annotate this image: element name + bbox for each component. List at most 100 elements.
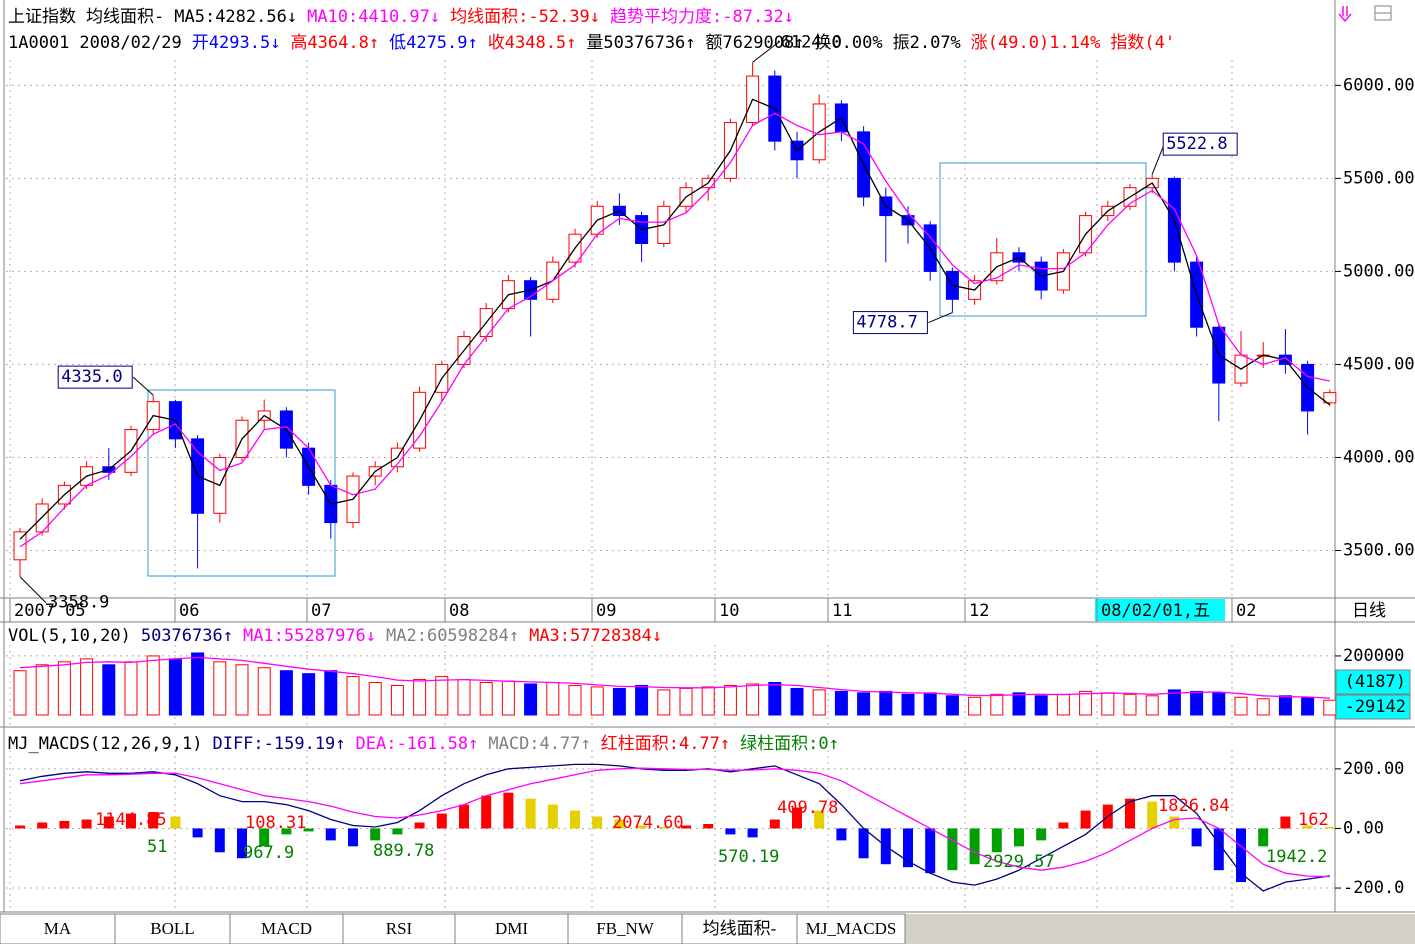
header-item: 均线面积- — [86, 7, 164, 27]
tab-background — [114, 913, 231, 944]
price-annotation: 6124.0 — [781, 32, 842, 52]
x-tick-label: 12 — [969, 601, 989, 621]
macd-area-label: 570.19 — [718, 847, 779, 867]
x-tick-label: 10 — [719, 601, 739, 621]
macd-area-label: 162 — [1298, 810, 1329, 830]
annotation-box — [57, 365, 133, 389]
x-tick-label: 08/02/01,五 — [1101, 601, 1210, 621]
header-item: 趋势平均力度:-87.32↓ — [610, 7, 794, 27]
volume-bar — [302, 673, 316, 716]
x-tick-label: 2007 05 — [14, 601, 86, 621]
volume-bar — [701, 686, 715, 716]
volume-bar — [590, 686, 604, 716]
volume-bar — [546, 682, 560, 716]
macd-bar — [614, 819, 625, 829]
header-item: MA10:4410.97↓ — [307, 7, 440, 27]
ma10-line — [19, 112, 1330, 548]
volume-bar — [1301, 696, 1315, 716]
volume-bar — [1234, 696, 1248, 716]
volume-bar — [923, 692, 937, 716]
volume-bar — [390, 684, 404, 716]
volume-bar — [213, 661, 227, 716]
tab-label: BOLL — [150, 919, 194, 938]
readout-box — [1335, 669, 1411, 695]
macd-bar — [303, 828, 314, 832]
macd-area-label: 2929.57 — [983, 852, 1055, 872]
y-tick-label: 200000 — [1343, 646, 1404, 666]
tab-background — [0, 913, 116, 944]
volume-bar — [124, 661, 138, 716]
volume-bar — [1212, 692, 1226, 716]
volume-bar — [857, 692, 871, 716]
volume-bar — [790, 687, 804, 716]
volume-bar — [57, 661, 71, 716]
tab[interactable]: DMI — [454, 913, 569, 944]
window-icon[interactable] — [1374, 5, 1392, 21]
x-tick-label: 11 — [832, 601, 852, 621]
macd-area-label: 2074.60 — [612, 813, 684, 833]
tab-bar: MA BOLL MACD RSI DMI FB_NW 均线面积- MJ_MACDS — [0, 913, 906, 944]
x-tick-label: 02 — [1236, 601, 1256, 621]
tab[interactable]: MA — [0, 913, 116, 944]
price-annotation: 3358.9 — [48, 593, 109, 613]
header-item: 开4293.5↓ — [192, 33, 281, 53]
volume-bar — [990, 693, 1004, 716]
price-annotation: 4335.0 — [61, 367, 122, 387]
header-line: 上证指数 均线面积- MA5:4282.56↓ MA10:4410.97↓ 均线面积:-… — [8, 7, 794, 27]
y-tick-label: 5500.00 — [1343, 168, 1415, 188]
header-item: DEA:-161.58↑ — [356, 734, 479, 754]
volume-bar — [679, 687, 693, 716]
volume-bar — [279, 670, 293, 716]
macd-bar — [636, 825, 647, 829]
x-tick-label: 07 — [311, 601, 331, 621]
y-tick-label: 200.00 — [1343, 759, 1404, 779]
volume-bar — [1190, 690, 1204, 716]
tab[interactable]: BOLL — [114, 913, 231, 944]
volume-bar — [257, 667, 271, 716]
macd-bar — [1014, 828, 1024, 847]
macd-bar — [81, 819, 92, 829]
tab[interactable]: FB_NW — [567, 913, 683, 944]
volume-bar — [1012, 692, 1026, 716]
macd-bar — [1080, 810, 1091, 829]
macd-bar — [1258, 828, 1269, 847]
volume-bar — [945, 695, 959, 716]
macd-bar — [237, 828, 247, 859]
volume-bar — [1167, 689, 1181, 716]
header-item: 额7629008↑ — [706, 33, 805, 53]
header-item: 均线面积:-52.39↓ — [450, 7, 600, 27]
annotation-leader — [132, 376, 154, 396]
macd-bar — [903, 828, 913, 868]
y-tick-label: 6000.00 — [1343, 75, 1415, 95]
volume-bar — [413, 679, 427, 716]
volume-bar — [479, 682, 493, 716]
header-item: MACD:4.77↑ — [488, 734, 590, 754]
annotation-leader — [19, 576, 47, 604]
tab[interactable]: MJ_MACDS — [796, 913, 906, 944]
tab[interactable]: 均线面积- — [681, 913, 798, 944]
macd-bar — [525, 798, 536, 829]
tab[interactable]: RSI — [342, 913, 456, 944]
macd-area-label: 1144.85 — [95, 810, 167, 830]
header-item: 换0.00% — [814, 33, 882, 53]
tab[interactable]: MACD — [229, 913, 344, 944]
macd-bar — [703, 823, 714, 829]
scroll-icon[interactable] — [1338, 6, 1352, 23]
macd-bar — [325, 828, 336, 841]
header-item: MA1:55287976↓ — [243, 626, 376, 646]
macd-bar — [1302, 825, 1313, 829]
macd-area-label: 409.78 — [777, 798, 838, 818]
volume-bar — [657, 689, 671, 716]
header-item: MA2:60598284↑ — [386, 626, 519, 646]
x-tick-label: 09 — [596, 601, 616, 621]
macd-area-label: 967.9 — [243, 843, 294, 863]
header-line: 1A0001 2008/02/29 开4293.5↓ 高4364.8↑ 低4275.9↑… — [8, 33, 1175, 53]
macd-bar — [170, 816, 181, 829]
volume-bar — [746, 683, 760, 716]
header-line: VOL(5,10,20) 50376736↑ MA1:55287976↓ MA2:60… — [8, 626, 662, 646]
tab-background — [796, 913, 906, 944]
macd-bar — [392, 828, 403, 835]
ma5-line — [19, 98, 1331, 540]
period-label: 日线 — [1352, 601, 1386, 621]
